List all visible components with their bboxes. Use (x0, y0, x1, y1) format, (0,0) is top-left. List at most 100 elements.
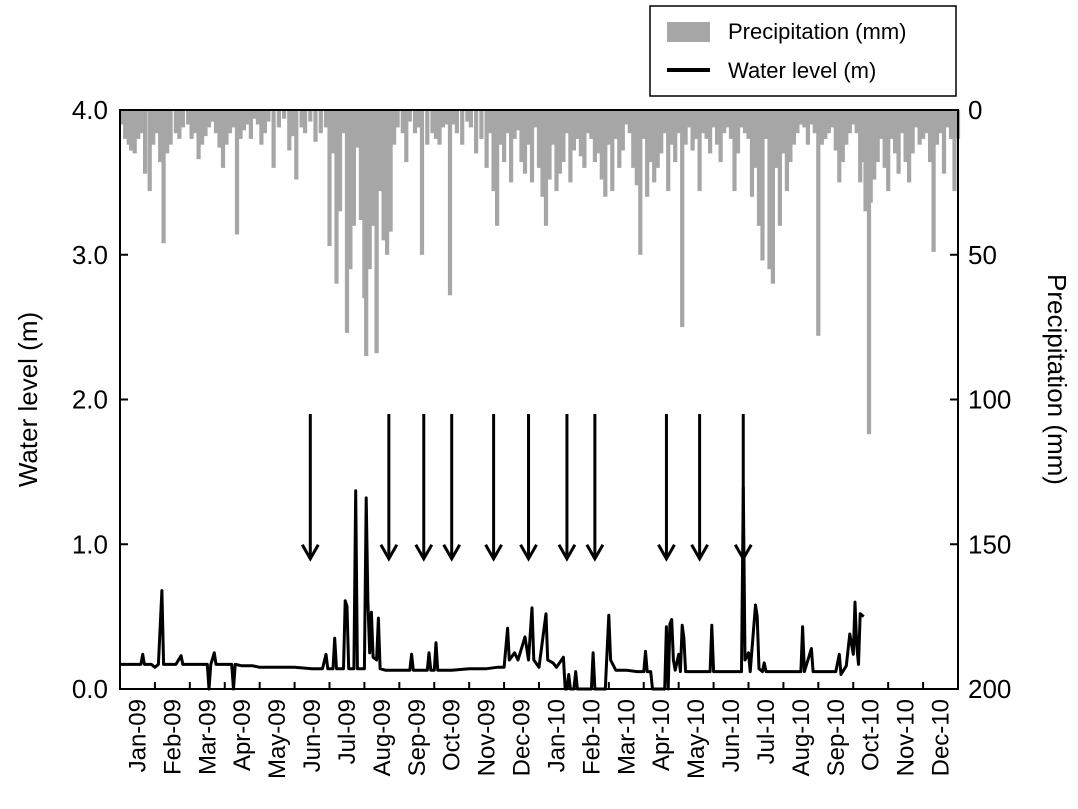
legend-swatch-precipitation (667, 22, 710, 42)
precipitation-bar (781, 110, 786, 154)
precipitation-bar (694, 110, 699, 139)
precipitation-bar (645, 110, 650, 197)
precipitation-bar (299, 110, 304, 128)
precipitation-bar (200, 110, 205, 145)
precipitation-bar (844, 110, 849, 145)
precipitation-bar (313, 110, 318, 142)
precipitation-bar (722, 110, 727, 134)
precipitation-bar (875, 110, 880, 163)
precipitation-bar (139, 110, 144, 134)
precipitation-bar (914, 110, 919, 128)
left-axis-tick-label: 3.0 (72, 240, 108, 270)
precipitation-bar (217, 110, 222, 148)
precipitation-bar (266, 110, 271, 122)
precipitation-bar (592, 110, 597, 163)
precipitation-bar (777, 110, 782, 226)
precipitation-bar (294, 110, 299, 180)
precipitation-bar (252, 110, 257, 119)
precipitation-bar (673, 110, 678, 163)
precipitation-bar (348, 110, 353, 270)
precipitation-bar (910, 110, 915, 154)
x-axis-tick-label: Mar-09 (194, 699, 221, 775)
precipitation-bar (474, 110, 479, 154)
precipitation-bar (582, 110, 587, 168)
precipitation-bar (308, 110, 313, 122)
right-axis-tick-label: 50 (968, 240, 997, 270)
precipitation-bar (334, 110, 339, 284)
precipitation-bar (519, 110, 524, 163)
x-axis-tick-label: Jan-09 (124, 699, 151, 772)
precipitation-bar (687, 110, 692, 128)
precipitation-bar (812, 110, 817, 134)
precipitation-bar (404, 110, 409, 163)
precipitation-bar (907, 110, 912, 183)
precipitation-bar (662, 110, 667, 134)
precipitation-bar (938, 110, 943, 134)
precipitation-bar (505, 110, 510, 134)
x-axis-tick-label: Jan-10 (543, 699, 570, 772)
precipitation-bar (433, 110, 439, 139)
precipitation-bar (430, 110, 435, 134)
arrow-head (733, 543, 753, 562)
arrow-head (690, 543, 709, 562)
precipitation-bar (502, 110, 507, 163)
precipitation-bar (770, 110, 775, 284)
precipitation-bar (802, 110, 807, 128)
precipitation-bar (526, 110, 531, 145)
x-axis-tick-label: Sep-09 (404, 699, 431, 776)
precipitation-bar (917, 110, 922, 145)
precipitation-bar (784, 110, 789, 192)
precipitation-bar (358, 110, 363, 220)
x-axis-tick-label: Jun-09 (299, 699, 326, 772)
arrow-head (585, 543, 605, 562)
precipitation-bar (753, 110, 758, 168)
legend-label-precipitation: Precipitation (mm) (728, 19, 906, 44)
precipitation-bar (624, 110, 629, 125)
precipitation-bar (210, 110, 215, 122)
precipitation-bar (444, 110, 449, 125)
water-level-line (120, 486, 865, 691)
x-axis-tick-label: Mar-10 (613, 699, 640, 775)
precipitation-bar (568, 110, 573, 183)
precipitation-bar (143, 110, 148, 174)
precipitation-bar (847, 110, 852, 134)
precipitation-bar (536, 110, 542, 168)
precipitation-bar (388, 110, 393, 232)
precipitation-bar (231, 110, 236, 128)
precipitation-bar (465, 110, 470, 122)
precipitation-bar (634, 110, 639, 186)
precipitation-bar (872, 110, 877, 180)
precipitation-bar (374, 110, 379, 354)
precipitation-bar (126, 110, 131, 145)
precipitation-bar (371, 110, 376, 226)
precipitation-bar (460, 110, 465, 145)
precipitation-bar (900, 110, 905, 134)
precipitation-bar (655, 110, 660, 168)
precipitation-bar (400, 110, 405, 134)
left-axis-tick-label: 4.0 (72, 95, 108, 125)
precipitation-bar (571, 110, 576, 151)
precipitation-bar (355, 110, 360, 148)
precipitation-bar (767, 110, 772, 270)
precipitation-bar (823, 110, 828, 139)
x-axis-tick-label: Aug-09 (369, 699, 396, 776)
left-axis-tick-label: 2.0 (72, 385, 108, 415)
legend-label-water-level: Water level (m) (728, 58, 876, 83)
precipitation-bar (564, 110, 569, 134)
precipitation-bar (763, 110, 769, 139)
precipitation-bar (341, 110, 346, 134)
precipitation-bar (641, 110, 646, 139)
precipitation-bar (868, 110, 873, 203)
precipitation-bar (683, 110, 688, 145)
left-axis-tick-label: 0.0 (72, 674, 108, 704)
precipitation-bar (330, 110, 336, 154)
precipitation-bar (840, 110, 845, 163)
precipitation-bar (206, 110, 212, 128)
arrow-head (557, 543, 577, 562)
axes: 0.0 1.0 2.0 3.0 4.0 0 50 100 150 200 Jan-09 Feb-09 M… (72, 95, 1012, 779)
precipitation-bar (610, 110, 615, 192)
precipitation-bar (819, 110, 824, 145)
precipitation-bar (385, 110, 390, 255)
precipitation-bar (652, 110, 657, 183)
precipitation-bar (213, 110, 219, 134)
